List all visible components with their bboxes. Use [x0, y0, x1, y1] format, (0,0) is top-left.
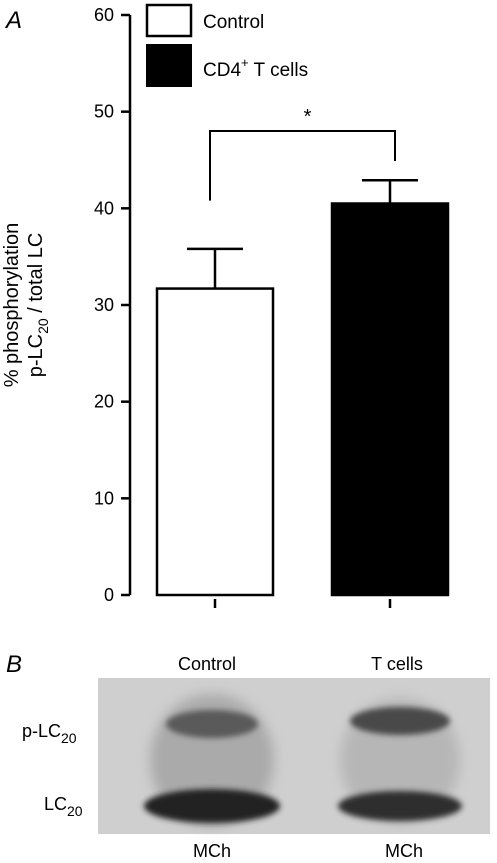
- significance-star: *: [304, 106, 312, 128]
- legend-label-tcells-sup: +: [241, 55, 249, 70]
- blot-band-plc20-control: [166, 710, 258, 738]
- legend-label-tcells-main: CD4: [203, 60, 241, 81]
- bars: [155, 179, 450, 597]
- legend-label-tcells-rest: T cells: [249, 60, 309, 81]
- y-axis-label-line1: % phosphorylation: [1, 223, 23, 388]
- bar-tcells: [330, 202, 450, 597]
- legend: Control CD4+ T cells: [145, 3, 308, 87]
- svg-text:% phosphorylation: % phosphorylation: [1, 223, 23, 388]
- significance-line: [209, 130, 396, 201]
- y-ticks: 0 10 20 30 40 50 60: [94, 5, 130, 605]
- legend-label-control: Control: [203, 12, 264, 33]
- y-axis-label-main: p-LC: [25, 334, 47, 377]
- y-axis-label-rest: / total LC: [25, 233, 47, 319]
- blot-bottom-label-control: MCh: [193, 841, 231, 861]
- significance-bracket: *: [209, 106, 396, 201]
- blot-row-label-lc20-sub: 20: [67, 803, 83, 819]
- y-tick-label: 30: [94, 295, 114, 315]
- y-axis-label-sub: 20: [35, 318, 51, 334]
- legend-swatch-control: [145, 3, 193, 38]
- y-tick-label: 50: [94, 102, 114, 122]
- y-axis-label: % phosphorylation p-LC20 / total LC: [1, 223, 51, 388]
- y-tick-label: 20: [94, 392, 114, 412]
- legend-label-tcells: CD4+ T cells: [203, 55, 308, 81]
- blot-band-lc20-tcells: [338, 791, 462, 821]
- blot-band-plc20-tcells: [350, 707, 450, 735]
- blot-bottom-label-tcells: MCh: [385, 841, 423, 861]
- x-ticks: [213, 599, 392, 608]
- blot-row-label-plc20-main: p-LC: [22, 721, 61, 741]
- blot-band-lc20-control: [144, 789, 280, 823]
- y-tick-label: 0: [104, 585, 114, 605]
- blot-row-label-plc20-sub: 20: [61, 730, 77, 746]
- panel-a-letter: A: [4, 7, 22, 34]
- y-tick-label: 60: [94, 5, 114, 25]
- svg-text:p-LC20 / total LC: p-LC20 / total LC: [25, 233, 51, 378]
- y-tick-label: 40: [94, 198, 114, 218]
- blot-row-label-lc20-main: LC: [44, 794, 67, 814]
- blot-column-label-tcells: T cells: [371, 654, 423, 674]
- panel-b-letter: B: [6, 651, 22, 678]
- blot-row-label-plc20: p-LC20: [22, 721, 77, 746]
- blot-column-label-control: Control: [178, 654, 236, 674]
- legend-swatch-tcells: [146, 44, 192, 87]
- bar-control: [155, 287, 275, 597]
- western-blot-image: [98, 678, 490, 834]
- y-tick-label: 10: [94, 488, 114, 508]
- blot-row-label-lc20: LC20: [44, 794, 83, 819]
